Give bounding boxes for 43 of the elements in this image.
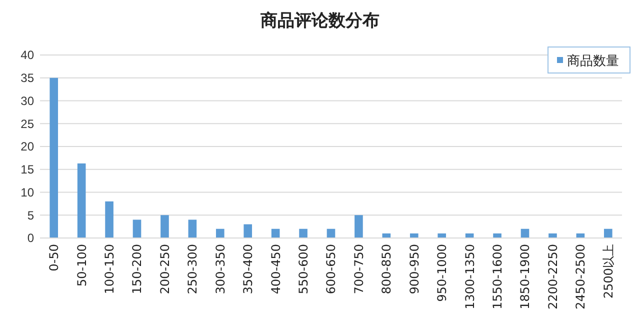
y-tick-label: 0 <box>27 231 34 246</box>
bar <box>216 228 224 238</box>
x-tick-label: 250-300 <box>186 244 200 294</box>
x-tick-label: 400-450 <box>268 244 283 294</box>
x-tick-label: 350-400 <box>241 244 256 294</box>
x-tick-label: 1850-1900 <box>518 244 532 310</box>
bar <box>77 163 86 238</box>
y-tick-label: 25 <box>20 116 34 131</box>
x-tick-label: 950-1000 <box>435 244 450 302</box>
bar <box>299 228 308 238</box>
bar <box>105 201 114 238</box>
bar <box>604 228 612 238</box>
x-tick-label: 2500以上 <box>601 244 616 299</box>
x-tick-label: 700-750 <box>352 244 366 294</box>
y-tick-label: 30 <box>20 94 34 108</box>
x-tick-label: 550-600 <box>296 244 310 294</box>
y-tick-label: 10 <box>20 185 34 200</box>
y-tick-label: 5 <box>27 208 34 222</box>
y-tick-label: 40 <box>20 48 34 62</box>
x-tick-label: 300-350 <box>213 244 228 294</box>
bar <box>132 220 142 238</box>
bar <box>160 215 169 238</box>
y-tick-label: 20 <box>20 140 34 154</box>
x-tick-label: 0-50 <box>47 244 62 272</box>
x-tick-label: 150-200 <box>130 244 144 294</box>
bar <box>50 78 58 238</box>
x-tick-label: 2200-2250 <box>546 244 560 310</box>
x-tick-label: 800-850 <box>380 244 394 294</box>
bar <box>244 224 252 238</box>
chart-title: 商品评论数分布 <box>260 11 380 31</box>
x-tick-label: 1300-1350 <box>462 244 477 310</box>
x-tick-label: 2450-2500 <box>574 244 588 310</box>
x-tick-label: 50-100 <box>74 244 89 287</box>
x-tick-label: 200-250 <box>158 244 172 294</box>
bar <box>188 220 197 238</box>
legend-label: 商品数量 <box>567 54 619 69</box>
y-tick-label: 15 <box>20 162 34 177</box>
x-tick-label: 900-950 <box>407 244 422 294</box>
x-tick-label: 600-650 <box>324 244 338 294</box>
bar <box>354 215 363 238</box>
x-tick-label: 1550-1600 <box>490 244 504 310</box>
y-tick-label: 35 <box>20 71 34 86</box>
x-tick-label: 100-150 <box>102 244 116 294</box>
